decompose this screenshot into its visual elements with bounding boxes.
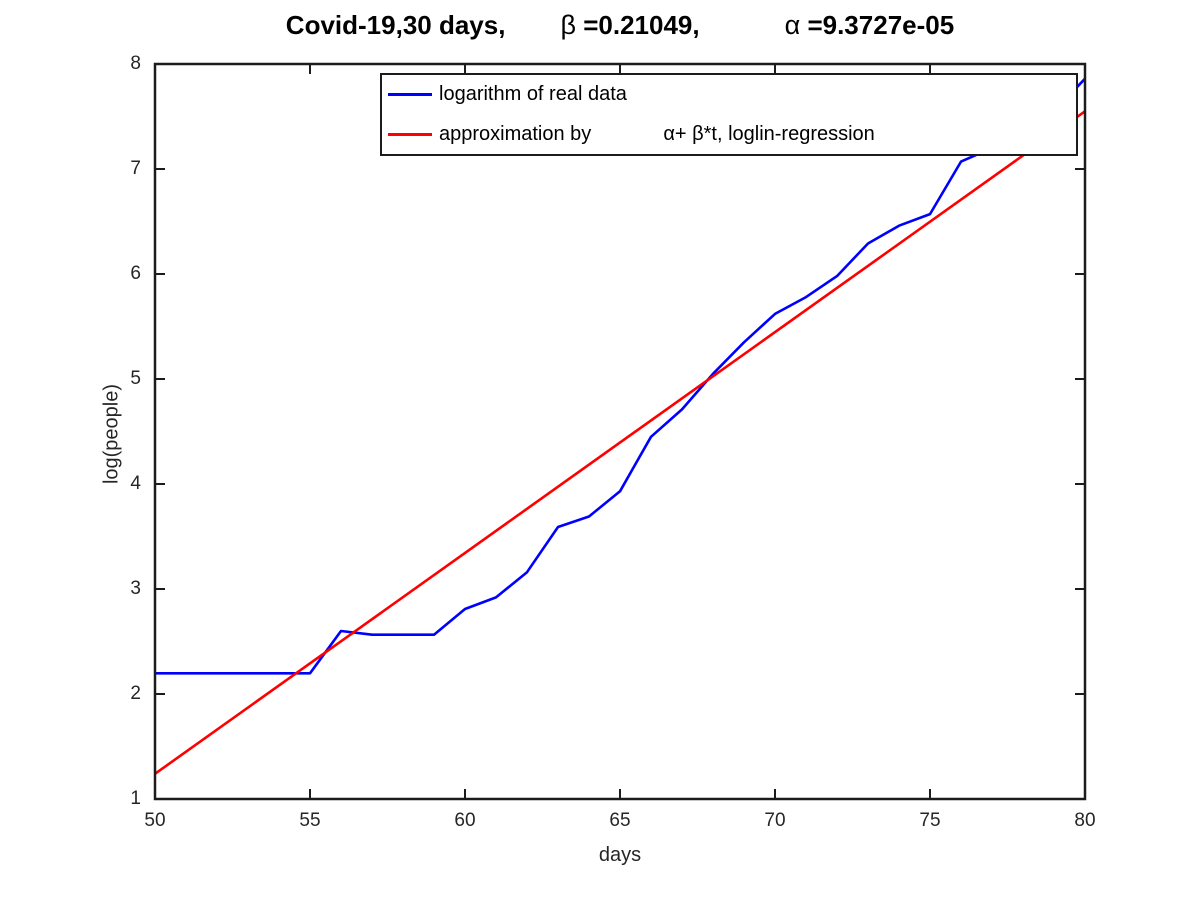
chart-title: Covid-19,30 days, β =0.21049, α =9.3727e-0… <box>155 10 1085 41</box>
x-axis-label: days <box>598 844 642 866</box>
y-axis-label: log(people) <box>100 383 123 485</box>
legend-label-regression-part2: α+ β*t, loglin-regression <box>663 122 875 145</box>
series-real-data-line <box>155 77 1086 675</box>
legend-line-sample-blue <box>388 93 432 97</box>
beta-value: =0.21049, <box>575 10 700 40</box>
beta-symbol: β <box>560 10 576 40</box>
series-lines <box>154 77 1086 775</box>
legend: logarithm of real data approximation by … <box>380 73 1078 156</box>
legend-item-regression: approximation by α+ β*t, loglin-regressi… <box>382 115 1076 155</box>
legend-item-real-data: logarithm of real data <box>382 75 1076 115</box>
series-regression-line <box>154 110 1086 775</box>
tick-marks <box>154 63 1086 800</box>
plot-border <box>153 62 1087 801</box>
alpha-value: =9.3727e-05 <box>800 10 955 40</box>
legend-label-regression-part1: approximation by <box>439 122 592 145</box>
legend-line-sample-red <box>388 132 432 136</box>
title-text: Covid-19,30 days, <box>285 10 506 40</box>
legend-label-real-data: logarithm of real data <box>439 83 627 106</box>
alpha-symbol: α <box>784 10 801 40</box>
